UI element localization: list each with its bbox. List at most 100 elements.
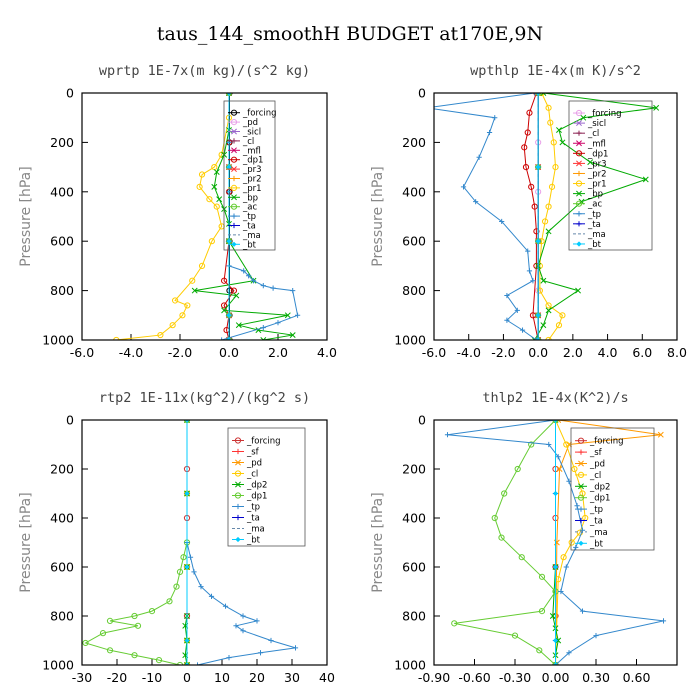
series-point-dp1 [501,490,508,497]
series-point-dp1 [221,302,228,309]
legend-marker [575,150,583,157]
series-point-pr1 [541,218,549,225]
x-tick-label: 8.0 [667,345,687,360]
series-point-tp [240,628,246,634]
series-line-dp1 [523,93,539,340]
series-point-bt [535,337,541,340]
y-tick-label: 0 [66,413,74,428]
x-tick-label: 0.30 [582,670,610,685]
series-point-bt [226,312,232,318]
legend-marker [578,483,584,490]
series-point-bp [575,287,582,294]
series-point-tp [260,325,266,331]
legend-entry: _cl [587,129,599,139]
series-point-pr1 [169,322,176,329]
legend-marker [578,449,584,455]
legend: _forcing_pd_sicl_cl_mfl_dp1_pr3_pr2_pr1_… [223,100,277,251]
y-tick-label: 0 [418,413,426,428]
legend-entry: _ta [246,514,260,524]
legend-marker [230,119,238,126]
y-tick-label: 600 [50,234,74,249]
legend-marker [235,459,241,466]
y-tick-label: 400 [402,511,426,526]
series-point-bp [260,337,267,340]
legend-marker [231,147,237,154]
legend-marker [231,213,237,219]
series-point-tp [573,544,579,550]
series-point-dp1 [533,228,540,235]
series-point-pr1 [198,262,206,269]
legend-marker [575,109,583,117]
legend-marker [234,437,242,444]
series-point-pd [657,431,664,438]
series-point-tp [546,441,552,448]
series-point-tp [525,248,531,254]
series-line-tp [434,93,537,340]
x-tick-label: 0.60 [623,670,651,685]
legend-entry: _tp [242,212,256,222]
series-point-tp [476,154,482,160]
x-tick-label: -4.0 [119,345,143,360]
series-point-tp [222,603,229,609]
series-point-pr1 [545,203,552,210]
x-tick-label: -2.0 [491,345,515,360]
legend-entry: _pd [589,460,605,470]
series-point-dp1 [176,661,184,665]
series-point-dp1 [131,652,138,659]
legend-entry: _bt [587,240,602,250]
legend-marker [575,200,583,207]
figure-title: taus_144_smoothH BUDGET at170E,9N [157,23,543,45]
x-tick-label: 0.0 [219,345,239,360]
y-tick-label: 800 [50,283,74,298]
series-point-dp1 [221,277,228,284]
legend-marker [231,175,237,182]
legend-marker [578,517,584,524]
panel-title: wprtp 1E-7x(m kg)/(s^2 kg) [99,63,310,79]
series-point-tp [555,454,561,460]
series-point-bp [580,114,587,121]
legend-entry: _mfl [587,139,606,149]
legend-entry: _pd [242,118,258,128]
series-point-tp [208,593,215,599]
y-tick-label: 800 [402,609,426,624]
series-point-tp [460,184,467,190]
series-point-bt [552,490,559,497]
y-axis-label: Pressure [hPa] [18,492,34,592]
series-point-tp [504,292,510,299]
y-tick-label: 400 [50,184,74,199]
legend-marker [231,194,237,201]
series-point-dp1 [536,647,543,654]
legend-marker [235,536,241,543]
series-point-cl [568,539,575,546]
series-point-bt [184,490,190,497]
legend-entry: _dp1 [589,494,610,504]
series-point-dp1 [538,573,546,580]
panel-title: thlp2 1E-4x(K^2)/s [482,390,628,406]
series-point-dp1 [148,608,156,615]
series-point-tp [558,588,564,595]
series-point-cl [571,465,578,473]
series-point-tp [270,285,276,291]
x-tick-label: 30 [284,670,300,685]
series-point-pr1 [548,183,556,190]
legend-marker [231,128,237,135]
x-tick-label: -6.0 [422,345,446,360]
legend-entry: _forcing [589,437,624,447]
legend-marker [235,503,241,510]
legend-entry: _pr1 [587,180,607,190]
series-point-tp [519,327,526,333]
series-point-bp [545,307,552,314]
series-point-dp1 [524,129,531,136]
plot-area [113,93,301,340]
series-line-bp [194,93,293,340]
series-point-pr1 [198,171,206,178]
legend-marker [578,460,584,467]
legend-entry: _bp [587,190,603,200]
y-tick-label: 0 [66,86,74,101]
series-point-tp [260,283,266,289]
series-point-pr1 [536,287,543,294]
y-tick-label: 400 [50,511,74,526]
x-tick-label: -4.0 [457,345,481,360]
series-point-bp [235,322,242,329]
x-tick-label: -30 [72,670,92,685]
